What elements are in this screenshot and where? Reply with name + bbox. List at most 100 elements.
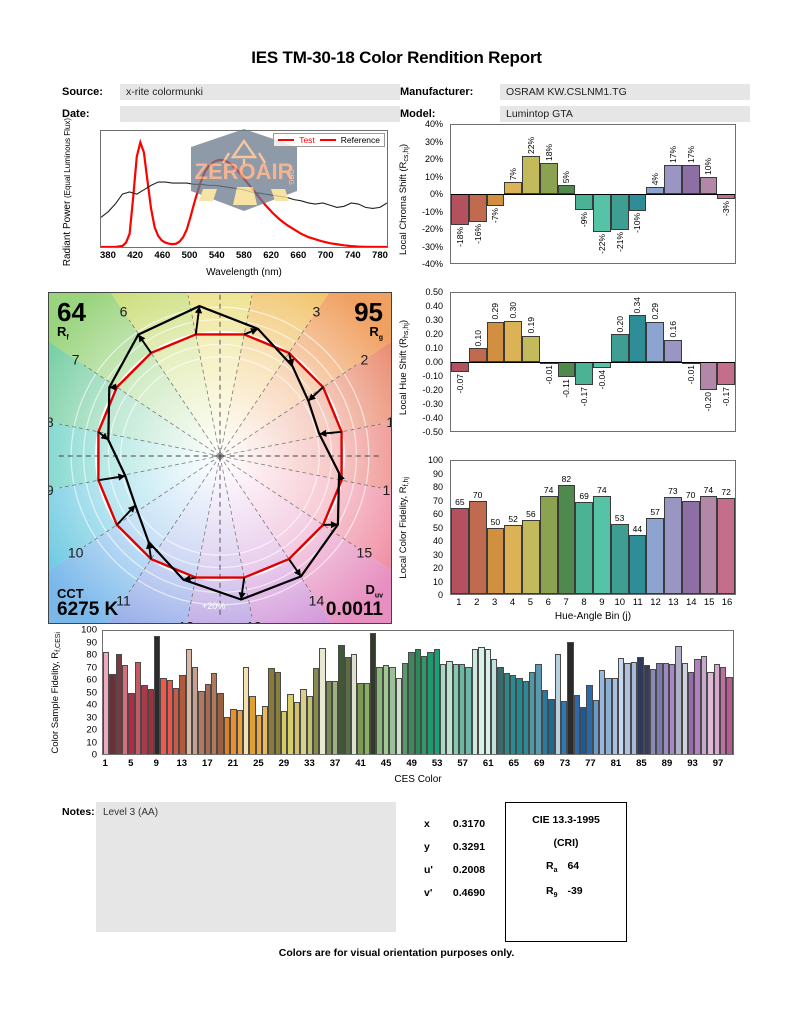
ces-bar[interactable] xyxy=(255,714,262,754)
ces-bar[interactable] xyxy=(573,694,580,754)
local-chroma-shift-bar[interactable] xyxy=(664,164,682,194)
ces-bar[interactable] xyxy=(465,666,472,754)
date-value[interactable] xyxy=(120,106,400,122)
ces-bar[interactable] xyxy=(548,698,555,754)
ces-bar[interactable] xyxy=(649,669,657,754)
ces-bar[interactable] xyxy=(541,690,549,754)
ces-bar[interactable] xyxy=(351,654,358,754)
local-chroma-shift-bar[interactable] xyxy=(575,194,593,210)
local-color-fidelity-bar[interactable] xyxy=(468,500,487,594)
ces-bar[interactable] xyxy=(134,661,142,754)
ces-bar[interactable] xyxy=(249,696,256,754)
ces-bar[interactable] xyxy=(490,659,498,754)
ces-bar[interactable] xyxy=(204,683,212,754)
ces-bar[interactable] xyxy=(478,647,485,754)
local-color-fidelity-bar[interactable] xyxy=(575,502,593,594)
ces-bar[interactable] xyxy=(128,692,135,754)
ces-bar[interactable] xyxy=(427,651,434,754)
ces-bar[interactable] xyxy=(268,667,275,754)
local-hue-shift-bar[interactable] xyxy=(468,348,487,362)
local-hue-shift-bar[interactable] xyxy=(575,362,593,386)
ces-bar[interactable] xyxy=(707,671,714,754)
local-color-fidelity-bar[interactable] xyxy=(610,523,629,594)
ces-bar[interactable] xyxy=(122,665,129,754)
local-chroma-shift-bar[interactable] xyxy=(610,194,629,231)
ces-bar[interactable] xyxy=(382,665,390,754)
ces-bar[interactable] xyxy=(166,680,173,754)
ces-bar[interactable] xyxy=(363,682,371,754)
ces-bar[interactable] xyxy=(401,662,409,754)
local-chroma-shift-bar[interactable] xyxy=(468,194,487,222)
model-value[interactable]: Lumintop GTA xyxy=(500,106,750,122)
ces-bar[interactable] xyxy=(211,672,218,754)
local-hue-shift-bar[interactable] xyxy=(628,315,647,362)
ces-bar[interactable] xyxy=(325,681,332,754)
local-hue-shift-bar[interactable] xyxy=(504,320,522,362)
ces-bar[interactable] xyxy=(579,707,587,754)
ces-bar[interactable] xyxy=(618,658,625,754)
local-color-fidelity-bar[interactable] xyxy=(628,535,647,594)
ces-bar[interactable] xyxy=(719,666,727,754)
ces-bar[interactable] xyxy=(281,710,288,754)
ces-bar[interactable] xyxy=(306,696,313,754)
ces-bar[interactable] xyxy=(510,675,517,754)
ces-bar[interactable] xyxy=(700,655,708,754)
ces-bar[interactable] xyxy=(223,717,231,754)
local-chroma-shift-bar[interactable] xyxy=(504,181,522,194)
ces-bar[interactable] xyxy=(300,688,307,754)
ces-bar[interactable] xyxy=(331,681,339,754)
ces-bar[interactable] xyxy=(668,664,676,754)
ces-bar[interactable] xyxy=(217,692,224,754)
local-chroma-shift-bar[interactable] xyxy=(593,194,611,232)
ces-bar[interactable] xyxy=(242,666,250,754)
ces-bar[interactable] xyxy=(567,642,574,754)
local-chroma-shift-bar[interactable] xyxy=(681,164,700,194)
ces-bar[interactable] xyxy=(261,706,269,754)
ces-bar[interactable] xyxy=(293,702,301,754)
ces-bar[interactable] xyxy=(160,677,167,754)
ces-bar[interactable] xyxy=(115,654,123,754)
ces-bar[interactable] xyxy=(185,649,193,754)
ces-bar[interactable] xyxy=(312,667,320,754)
ces-bar[interactable] xyxy=(497,666,504,754)
local-hue-shift-bar[interactable] xyxy=(664,339,682,362)
ces-bar[interactable] xyxy=(230,708,237,754)
local-hue-shift-bar[interactable] xyxy=(486,321,505,362)
ces-bar[interactable] xyxy=(726,676,733,754)
ces-bar[interactable] xyxy=(414,649,421,754)
ces-bar[interactable] xyxy=(287,693,294,754)
ces-bar[interactable] xyxy=(637,656,644,754)
local-color-fidelity-bar[interactable] xyxy=(646,518,664,594)
local-color-fidelity-bar[interactable] xyxy=(699,495,718,594)
ces-bar[interactable] xyxy=(370,633,377,754)
ces-bar[interactable] xyxy=(694,659,701,754)
ces-bar[interactable] xyxy=(675,645,682,754)
ces-bar[interactable] xyxy=(198,691,205,754)
ces-bar[interactable] xyxy=(605,677,612,754)
local-chroma-shift-bar[interactable] xyxy=(486,194,505,207)
ces-bar[interactable] xyxy=(103,651,110,754)
ces-bar[interactable] xyxy=(624,662,631,754)
ces-bar[interactable] xyxy=(141,685,148,754)
ces-bar[interactable] xyxy=(713,664,720,754)
ces-bar[interactable] xyxy=(560,701,568,754)
ces-bar[interactable] xyxy=(357,682,364,754)
local-hue-shift-bar[interactable] xyxy=(699,362,718,390)
ces-bar[interactable] xyxy=(179,675,186,754)
ces-bar[interactable] xyxy=(389,666,396,754)
ces-bar[interactable] xyxy=(662,662,669,754)
local-color-fidelity-bar[interactable] xyxy=(557,484,576,594)
ces-bar[interactable] xyxy=(599,670,606,754)
local-chroma-shift-bar[interactable] xyxy=(451,194,469,226)
ces-bar[interactable] xyxy=(688,671,695,754)
ces-bar[interactable] xyxy=(446,660,453,754)
ces-bar[interactable] xyxy=(522,681,530,754)
local-color-fidelity-bar[interactable] xyxy=(486,527,505,594)
local-color-fidelity-bar[interactable] xyxy=(504,524,522,594)
ces-bar[interactable] xyxy=(554,654,561,754)
local-chroma-shift-bar[interactable] xyxy=(522,156,540,194)
ces-bar[interactable] xyxy=(535,664,542,754)
local-color-fidelity-bar[interactable] xyxy=(539,495,558,594)
ces-bar[interactable] xyxy=(274,671,282,754)
ces-bar[interactable] xyxy=(420,655,428,754)
